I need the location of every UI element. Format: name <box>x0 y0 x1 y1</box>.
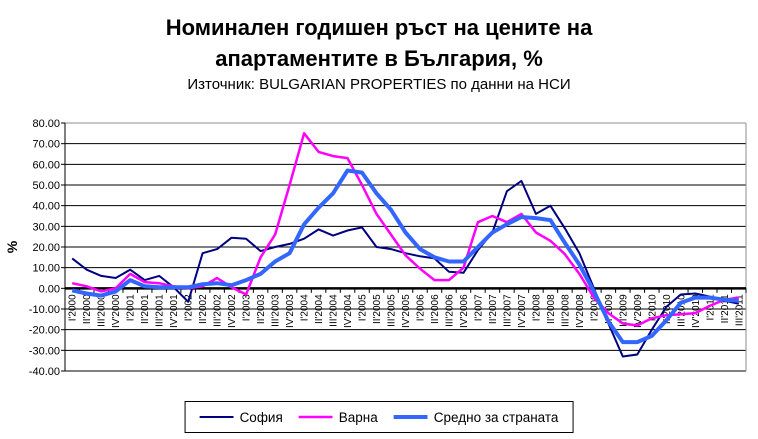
x-tick-label: III'2000 <box>97 294 108 327</box>
x-tick-label: III'2005 <box>387 294 398 327</box>
y-axis-labels: 80.00 70.00 60.00 50.00 40.00 30.00 20.00 10.00… <box>29 118 65 378</box>
x-tick-label: I'2009 <box>589 294 600 321</box>
x-tick-label: II'2007 <box>488 294 499 324</box>
y-tick-label: 10.00 <box>32 263 60 275</box>
x-tick-label: I'2005 <box>358 294 369 321</box>
legend-label: София <box>239 409 283 425</box>
x-tick-label: IV'2003 <box>285 294 296 328</box>
y-tick-label: -10.00 <box>29 304 60 316</box>
series-line-average <box>71 168 739 345</box>
x-tick-label: IV'2007 <box>517 294 528 328</box>
legend-line-swatch <box>393 415 428 419</box>
x-tick-label: II'2006 <box>430 294 441 324</box>
x-tick-label: I'2002 <box>184 294 195 321</box>
y-tick-label: -20.00 <box>29 325 60 337</box>
x-tick-label: II'2010 <box>662 294 673 324</box>
y-tick-label: 20.00 <box>32 242 60 254</box>
x-tick-label: II'2001 <box>140 294 151 324</box>
legend-label: Средно за страната <box>433 409 559 425</box>
x-tick-label: II'2004 <box>314 294 325 324</box>
legend-line-swatch <box>298 415 333 419</box>
x-tick-label: I'2000 <box>68 294 79 321</box>
legend-line-swatch <box>199 416 234 418</box>
y-tick-label: 40.00 <box>32 201 60 213</box>
x-tick-label: I'2006 <box>415 294 426 321</box>
x-tick-label: III'2001 <box>155 294 166 327</box>
x-tick-label: III'2003 <box>271 294 282 327</box>
x-tick-label: III'2002 <box>213 294 224 327</box>
x-tick-label: IV'2006 <box>459 294 470 328</box>
y-tick-label: -40.00 <box>29 366 60 378</box>
chart-title-line1: Номинален годишен ръст на цените на <box>165 15 593 40</box>
chart-title-line2: апартаментите в България, % <box>215 46 543 71</box>
y-tick-label: 70.00 <box>32 139 60 151</box>
x-tick-label: II'2002 <box>198 294 209 324</box>
y-tick-label: 50.00 <box>32 180 60 192</box>
y-tick-label: 80.00 <box>32 118 60 130</box>
y-tick-label: -30.00 <box>29 345 60 357</box>
x-tick-label: I'2008 <box>531 294 542 321</box>
chart-subtitle: Източник: BULGARIAN PROPERTIES по данни … <box>187 76 571 93</box>
x-tick-label: II'2003 <box>256 294 267 324</box>
x-tick-label: III'2009 <box>618 294 629 327</box>
legend-item-sofia: София <box>199 409 283 425</box>
x-tick-label: I'2003 <box>242 294 253 321</box>
x-tick-label: IV'2002 <box>227 294 238 328</box>
x-tick-label: II'2011 <box>720 294 731 323</box>
x-tick-label: I'2011 <box>705 294 716 321</box>
legend-box: София Варна Средно за страната <box>184 401 574 433</box>
legend-item-average: Средно за страната <box>393 409 559 425</box>
y-tick-label: 0.00 <box>39 283 60 295</box>
x-tick-label: III'2006 <box>444 294 455 327</box>
x-tick-label: I'2001 <box>126 294 137 321</box>
x-tick-label: I'2010 <box>647 294 658 321</box>
x-tick-label: II'2000 <box>82 294 93 324</box>
x-tick-label: IV'2004 <box>343 294 354 328</box>
legend-item-varna: Варна <box>298 409 378 425</box>
x-tick-label: II'2008 <box>546 294 557 324</box>
x-tick-label: III'2007 <box>502 294 513 327</box>
x-tick-label: I'2004 <box>300 294 311 321</box>
x-tick-label: III'2008 <box>560 294 571 327</box>
x-tick-label: IV'2009 <box>633 294 644 328</box>
title-block: Номинален годишен ръст на цените на апар… <box>0 12 758 96</box>
y-axis-unit-label: % <box>4 240 20 253</box>
x-axis-labels: I'2000 II'2000 III'2000 IV'2000 I'2001 II'200… <box>68 294 746 328</box>
legend-label: Варна <box>338 409 378 425</box>
x-tick-label: III'2010 <box>676 294 687 327</box>
x-tick-label: II'2005 <box>372 294 383 324</box>
y-tick-label: 60.00 <box>32 159 60 171</box>
x-tick-label: IV'2000 <box>111 294 122 328</box>
x-tick-label: IV'2001 <box>169 294 180 328</box>
x-tick-label: III'2004 <box>329 294 340 327</box>
x-tick-label: IV'2008 <box>575 294 586 328</box>
x-tick-label: IV'2010 <box>691 294 702 328</box>
x-tick-label: III'2011 <box>734 294 745 326</box>
x-tick-label: II'2009 <box>604 294 615 324</box>
y-tick-label: 30.00 <box>32 221 60 233</box>
x-tick-label: IV'2005 <box>401 294 412 328</box>
x-tick-label: I'2007 <box>473 294 484 321</box>
